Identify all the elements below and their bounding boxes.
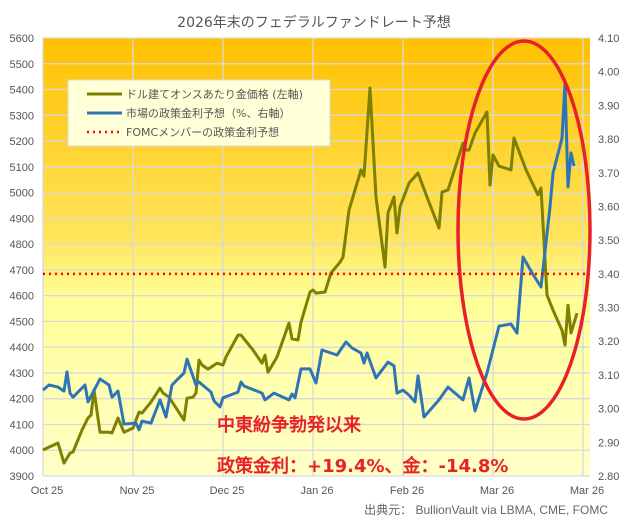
legend-rate-label: 市場の政策金利予想（%、右軸） — [126, 106, 290, 120]
right-tick-label: 3.50 — [598, 235, 619, 247]
left-tick-label: 4300 — [10, 368, 34, 380]
left-tick-label: 5500 — [10, 59, 34, 71]
right-tick-label: 4.10 — [598, 33, 619, 45]
x-tick-label: Dec 25 — [210, 485, 245, 497]
source-note: 出典元： BullionVault via LBMA, CME, FOMC — [364, 503, 608, 517]
right-tick-label: 3.10 — [598, 370, 619, 382]
right-tick-label: 3.30 — [598, 303, 619, 315]
left-tick-label: 5100 — [10, 162, 34, 174]
right-tick-label: 3.90 — [598, 100, 619, 112]
x-tick-label: Mar 26 — [570, 485, 604, 497]
right-tick-label: 3.20 — [598, 336, 619, 348]
right-tick-label: 3.40 — [598, 269, 619, 281]
right-axis: 2.80 2.90 3.00 3.10 3.20 3.30 3.40 3.50 3.60 3.70… — [598, 33, 619, 483]
left-axis: 3900 4000 4100 4200 4300 4400 4500 4600 4700 4800… — [10, 33, 34, 483]
x-tick-label: Nov 25 — [120, 485, 155, 497]
left-tick-label: 4600 — [10, 291, 34, 303]
x-tick-label: Mar 26 — [480, 485, 514, 497]
left-tick-label: 3900 — [10, 471, 34, 483]
legend-gold-label: ドル建てオンスあたり金価格 (左軸) — [126, 87, 303, 101]
left-tick-label: 5000 — [10, 188, 34, 200]
highlight-ellipse — [456, 39, 592, 421]
left-tick-label: 4500 — [10, 316, 34, 328]
annotation-since-conflict: 中東紛争勃発以来 — [217, 414, 362, 436]
left-tick-label: 5600 — [10, 33, 34, 45]
right-tick-label: 3.60 — [598, 201, 619, 213]
left-tick-label: 4100 — [10, 419, 34, 431]
x-tick-label: Oct 25 — [31, 485, 63, 497]
legend: ドル建てオンスあたり金価格 (左軸) 市場の政策金利予想（%、右軸） FOMCメ… — [67, 79, 331, 147]
chart-title: 2026年末のフェデラルファンドレート予想 — [177, 14, 451, 31]
x-axis: Oct 25 Nov 25 Dec 25 Jan 26 Feb 26 Mar 26 Mar … — [31, 485, 604, 497]
right-tick-label: 3.80 — [598, 134, 619, 146]
right-tick-label: 2.90 — [598, 437, 619, 449]
right-tick-label: 3.00 — [598, 404, 619, 416]
left-tick-label: 4400 — [10, 342, 34, 354]
right-tick-label: 3.70 — [598, 168, 619, 180]
left-tick-label: 5300 — [10, 110, 34, 122]
series-group — [42, 81, 590, 465]
left-tick-label: 5200 — [10, 136, 34, 148]
left-tick-label: 4200 — [10, 394, 34, 406]
left-tick-label: 4900 — [10, 213, 34, 225]
market-rate-line — [42, 81, 576, 432]
annotation-change: 政策金利：+19.4%、金：-14.8% — [217, 455, 508, 477]
right-tick-label: 2.80 — [598, 471, 619, 483]
left-tick-label: 5400 — [10, 85, 34, 97]
right-tick-label: 4.00 — [598, 67, 619, 79]
x-tick-label: Feb 26 — [390, 485, 424, 497]
gold-price-line — [42, 86, 579, 465]
legend-fomc-label: FOMCメンバーの政策金利予想 — [126, 125, 279, 139]
x-tick-label: Jan 26 — [300, 485, 333, 497]
left-tick-label: 4700 — [10, 265, 34, 277]
left-tick-label: 4800 — [10, 239, 34, 251]
left-tick-label: 4000 — [10, 445, 34, 457]
